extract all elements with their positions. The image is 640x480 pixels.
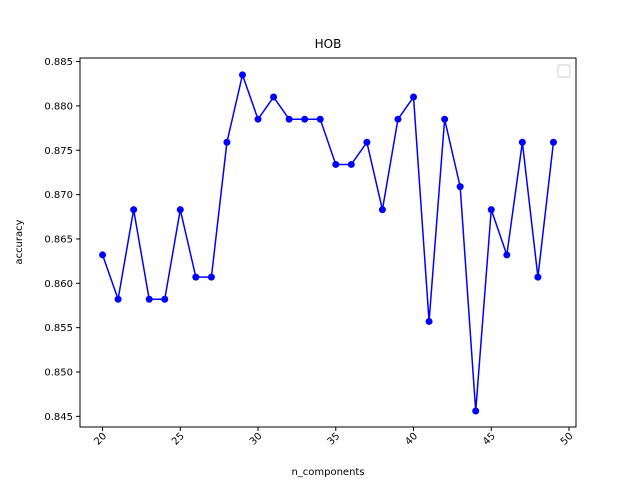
y-tick-label: 0.865 (44, 234, 73, 245)
data-point (254, 115, 262, 123)
data-point (145, 295, 153, 303)
data-point (223, 138, 231, 146)
y-tick-label: 0.885 (44, 57, 73, 68)
chart-title: HOB (315, 37, 342, 51)
y-axis: 0.845 0.850 0.855 0.860 0.865 0.870 0.875 0.880… (44, 57, 80, 423)
y-tick-label: 0.850 (44, 368, 73, 379)
data-point (363, 138, 371, 146)
data-point (549, 138, 557, 146)
data-point (316, 115, 324, 123)
plot-area (80, 58, 576, 427)
y-tick-label: 0.845 (44, 412, 73, 423)
data-point (534, 273, 542, 281)
data-point (301, 115, 309, 123)
data-point (176, 206, 184, 214)
data-point (192, 273, 200, 281)
data-point (332, 160, 340, 168)
y-tick-label: 0.860 (44, 279, 73, 290)
data-point (270, 93, 278, 101)
data-point (503, 251, 511, 259)
data-point (472, 407, 480, 415)
data-point (518, 138, 526, 146)
data-point (487, 206, 495, 214)
data-point (130, 206, 138, 214)
data-point (378, 206, 386, 214)
y-tick-label: 0.880 (44, 101, 73, 112)
legend-box (557, 64, 571, 78)
x-axis-label: n_components (291, 467, 364, 478)
series-layer (99, 71, 557, 415)
data-point (238, 71, 246, 79)
y-axis-label: accuracy (14, 219, 25, 264)
data-point (456, 183, 464, 191)
y-tick-label: 0.870 (44, 190, 73, 201)
data-point (207, 273, 215, 281)
data-point (114, 295, 122, 303)
data-point (425, 317, 433, 325)
data-point (347, 160, 355, 168)
data-point (394, 115, 402, 123)
data-point (441, 115, 449, 123)
data-point (161, 295, 169, 303)
plot-frame (79, 57, 577, 428)
y-tick-label: 0.855 (44, 323, 73, 334)
data-point (410, 93, 418, 101)
y-tick-label: 0.875 (44, 146, 73, 157)
series-line (101, 74, 555, 412)
data-point (285, 115, 293, 123)
data-point (99, 251, 107, 259)
